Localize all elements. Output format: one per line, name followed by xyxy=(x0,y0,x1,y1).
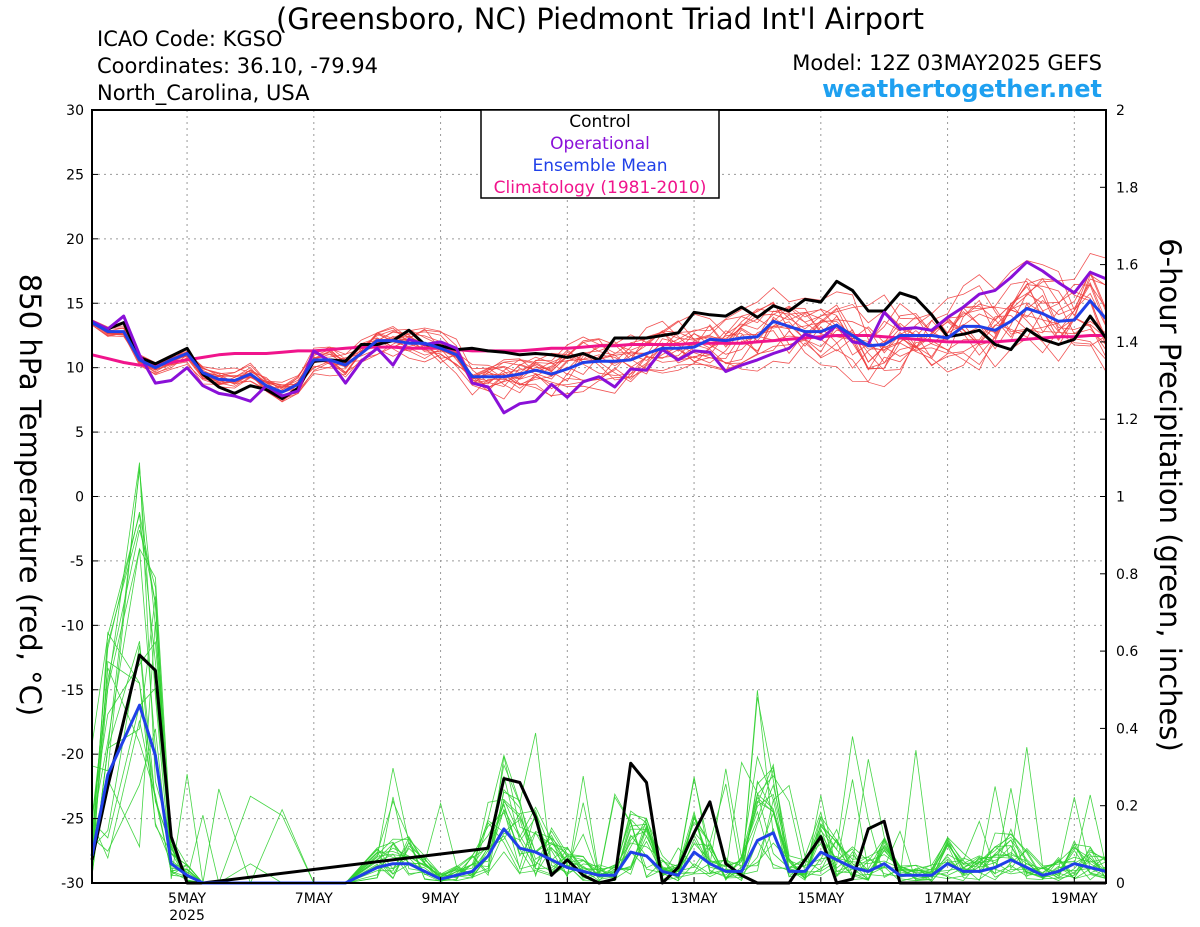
y-tick-label-left: -10 xyxy=(61,618,84,634)
model-run: Model: 12Z 03MAY2025 GEFS xyxy=(792,51,1102,75)
y-tick-label-left: -15 xyxy=(61,683,84,699)
chart-title: (Greensboro, NC) Piedmont Triad Int'l Ai… xyxy=(275,2,925,36)
y-tick-label-right: 1.2 xyxy=(1116,412,1138,428)
precipitation-member-line xyxy=(91,640,1107,884)
y-tick-label-right: 1.4 xyxy=(1116,335,1138,351)
precipitation-member-line xyxy=(91,514,1107,884)
precipitation-member-line xyxy=(91,667,1107,884)
legend-entry: Control xyxy=(569,112,630,132)
y-tick-label-right: 0.6 xyxy=(1116,644,1138,660)
precipitation-ensemble-mean-line xyxy=(90,703,1107,885)
coordinates: Coordinates: 36.10, -79.94 xyxy=(97,54,378,78)
precipitation-member-line xyxy=(91,631,1107,884)
legend-entry: Climatology (1981-2010) xyxy=(494,178,707,198)
x-tick-label: 5MAY xyxy=(168,891,206,907)
precipitation-member-line xyxy=(91,529,1107,884)
y-tick-label-right: 0.4 xyxy=(1116,721,1138,737)
climatology-line xyxy=(91,334,1106,367)
temperature-members xyxy=(91,253,1107,403)
precipitation-member-line xyxy=(91,547,1107,884)
precipitation-member-line xyxy=(91,466,1107,884)
y-tick-label-left: 15 xyxy=(66,296,84,312)
x-tick-label: 15MAY xyxy=(797,891,844,907)
y-tick-label-right: 0.2 xyxy=(1116,799,1138,815)
icao-code: ICAO Code: KGSO xyxy=(97,27,283,51)
precipitation-member-line xyxy=(91,697,1107,884)
y-tick-label-left: 0 xyxy=(75,490,84,506)
precipitation-member-line xyxy=(91,660,1107,884)
y-tick-label-right: 1.8 xyxy=(1116,180,1138,196)
temperature-ensemble-mean-line xyxy=(91,299,1108,394)
y-tick-label-left: 5 xyxy=(75,425,84,441)
y-tick-label-left: -25 xyxy=(61,812,84,828)
precipitation-member-line xyxy=(91,524,1107,884)
y-tick-label-left: 10 xyxy=(66,361,84,377)
site-link[interactable]: weathertogether.net xyxy=(822,75,1102,103)
y-tick-label-right: 2 xyxy=(1116,103,1125,119)
x-tick-label: 13MAY xyxy=(671,891,718,907)
y-tick-label-left: 20 xyxy=(66,232,84,248)
precipitation-member-line xyxy=(91,549,1107,884)
precipitation-member-line xyxy=(91,645,1107,884)
legend-box xyxy=(480,109,720,199)
precipitation-members xyxy=(91,462,1107,884)
precipitation-member-line xyxy=(91,596,1107,884)
region: North_Carolina, USA xyxy=(97,81,310,105)
legend-entry: Operational xyxy=(550,134,650,154)
precipitation-member-line xyxy=(91,512,1107,884)
y-tick-label-right: 1.6 xyxy=(1116,258,1138,274)
precipitation-member-line xyxy=(91,469,1107,884)
x-tick-label: 9MAY xyxy=(422,891,460,907)
y-tick-label-left: 30 xyxy=(66,103,84,119)
plot-frame xyxy=(91,109,1107,884)
x-tick-label: 19MAY xyxy=(1051,891,1098,907)
precipitation-member-line xyxy=(91,641,1107,884)
x-tick-label: 17MAY xyxy=(924,891,971,907)
y-tick-label-left: -30 xyxy=(61,876,84,892)
grid-lines xyxy=(92,110,1106,883)
precipitation-member-line xyxy=(91,462,1107,884)
precipitation-member-line xyxy=(91,687,1107,884)
temperature-member-line xyxy=(91,272,1107,397)
temperature-member-line xyxy=(91,278,1107,402)
y-tick-label-right: 0.8 xyxy=(1116,567,1138,583)
x-tick-year: 2025 xyxy=(169,908,205,924)
axis-ticks: 302520151050-5-10-15-20-25-3021.81.61.41… xyxy=(61,103,1138,924)
y-tick-label-left: 25 xyxy=(66,167,84,183)
x-tick-label: 7MAY xyxy=(295,891,333,907)
temperature-operational-line xyxy=(91,260,1107,415)
legend-entry: Ensemble Mean xyxy=(532,156,667,176)
y-tick-label-left: -5 xyxy=(70,554,84,570)
y-tick-label-right: 1 xyxy=(1116,490,1125,506)
y-tick-label-left: -20 xyxy=(61,747,84,763)
y-tick-label-right: 0 xyxy=(1116,876,1125,892)
x-tick-label: 11MAY xyxy=(544,891,591,907)
